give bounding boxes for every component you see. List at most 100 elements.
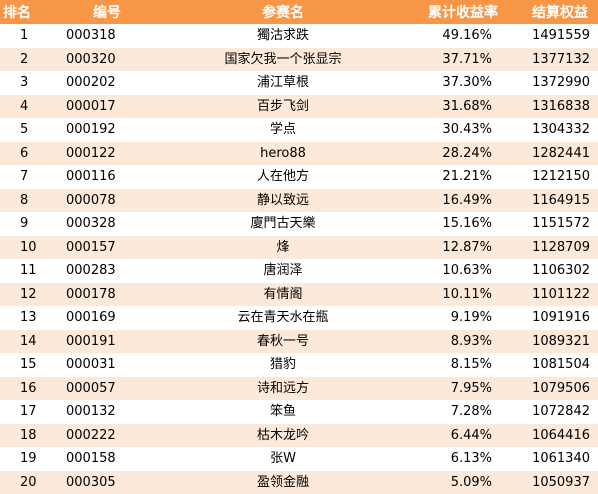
cell-return: 37.71% [402, 47, 512, 71]
header-equity: 结算权益 [512, 0, 598, 24]
cell-rank: 18 [0, 423, 50, 447]
cell-return: 10.63% [402, 259, 512, 283]
cell-rank: 10 [0, 235, 50, 259]
cell-code: 000116 [50, 165, 164, 189]
cell-equity: 1106302 [512, 259, 598, 283]
cell-code: 000017 [50, 94, 164, 118]
cell-name: 烽 [164, 235, 402, 259]
cell-name: 笨鱼 [164, 400, 402, 424]
cell-equity: 1089321 [512, 329, 598, 353]
cell-equity: 1491559 [512, 24, 598, 48]
cell-equity: 1079506 [512, 376, 598, 400]
cell-equity: 1128709 [512, 235, 598, 259]
table-row: 8 000078 静以致远 16.49% 1164915 [0, 188, 598, 212]
cell-name: 廈門古天樂 [164, 212, 402, 236]
table-row: 10 000157 烽 12.87% 1128709 [0, 235, 598, 259]
cell-rank: 13 [0, 306, 50, 330]
cell-return: 15.16% [402, 212, 512, 236]
table-row: 12 000178 有情阁 10.11% 1101122 [0, 282, 598, 306]
cell-rank: 9 [0, 212, 50, 236]
cell-rank: 1 [0, 24, 50, 48]
cell-rank: 14 [0, 329, 50, 353]
cell-equity: 1304332 [512, 118, 598, 142]
cell-name: 百步飞剑 [164, 94, 402, 118]
table-row: 7 000116 人在他方 21.21% 1212150 [0, 165, 598, 189]
cell-rank: 15 [0, 353, 50, 377]
cell-name: 唐润泽 [164, 259, 402, 283]
cell-rank: 5 [0, 118, 50, 142]
cell-return: 12.87% [402, 235, 512, 259]
cell-code: 000328 [50, 212, 164, 236]
table-row: 19 000158 张W 6.13% 1061340 [0, 447, 598, 471]
cell-code: 000178 [50, 282, 164, 306]
cell-code: 000192 [50, 118, 164, 142]
cell-equity: 1316838 [512, 94, 598, 118]
cell-return: 10.11% [402, 282, 512, 306]
cell-equity: 1091916 [512, 306, 598, 330]
cell-rank: 20 [0, 470, 50, 494]
table-header: 排名 编号 参赛名 累计收益率 结算权益 [0, 0, 598, 24]
cell-return: 6.13% [402, 447, 512, 471]
cell-rank: 7 [0, 165, 50, 189]
cell-return: 8.93% [402, 329, 512, 353]
cell-equity: 1151572 [512, 212, 598, 236]
cell-return: 7.95% [402, 376, 512, 400]
cell-name: 獨沽求跌 [164, 24, 402, 48]
table-body: 1 000318 獨沽求跌 49.16% 1491559 2 000320 国家欠我一个张显宗… [0, 24, 598, 494]
cell-code: 000157 [50, 235, 164, 259]
cell-equity: 1050937 [512, 470, 598, 494]
cell-code: 000305 [50, 470, 164, 494]
cell-return: 31.68% [402, 94, 512, 118]
cell-equity: 1212150 [512, 165, 598, 189]
cell-name: 猎豹 [164, 353, 402, 377]
cell-name: 张W [164, 447, 402, 471]
cell-code: 000191 [50, 329, 164, 353]
header-rank: 排名 [0, 0, 50, 24]
table-row: 15 000031 猎豹 8.15% 1081504 [0, 353, 598, 377]
cell-return: 30.43% [402, 118, 512, 142]
cell-rank: 3 [0, 71, 50, 95]
cell-return: 7.28% [402, 400, 512, 424]
cell-code: 000318 [50, 24, 164, 48]
cell-equity: 1081504 [512, 353, 598, 377]
table-row: 1 000318 獨沽求跌 49.16% 1491559 [0, 24, 598, 48]
cell-name: 诗和远方 [164, 376, 402, 400]
cell-return: 9.19% [402, 306, 512, 330]
table-row: 17 000132 笨鱼 7.28% 1072842 [0, 400, 598, 424]
cell-name: 枯木龙吟 [164, 423, 402, 447]
table-row: 4 000017 百步飞剑 31.68% 1316838 [0, 94, 598, 118]
cell-return: 49.16% [402, 24, 512, 48]
cell-code: 000202 [50, 71, 164, 95]
cell-return: 21.21% [402, 165, 512, 189]
cell-code: 000158 [50, 447, 164, 471]
cell-return: 37.30% [402, 71, 512, 95]
table-row: 2 000320 国家欠我一个张显宗 37.71% 1377132 [0, 47, 598, 71]
table-row: 14 000191 春秋一号 8.93% 1089321 [0, 329, 598, 353]
table-row: 6 000122 hero88 28.24% 1282441 [0, 141, 598, 165]
cell-code: 000122 [50, 141, 164, 165]
cell-equity: 1061340 [512, 447, 598, 471]
table-row: 3 000202 浦江草根 37.30% 1372990 [0, 71, 598, 95]
cell-equity: 1072842 [512, 400, 598, 424]
cell-equity: 1164915 [512, 188, 598, 212]
cell-equity: 1282441 [512, 141, 598, 165]
cell-return: 28.24% [402, 141, 512, 165]
cell-name: hero88 [164, 141, 402, 165]
cell-name: 人在他方 [164, 165, 402, 189]
cell-code: 000057 [50, 376, 164, 400]
cell-return: 6.44% [402, 423, 512, 447]
cell-rank: 16 [0, 376, 50, 400]
cell-name: 盈领金融 [164, 470, 402, 494]
header-return: 累计收益率 [402, 0, 512, 24]
cell-rank: 2 [0, 47, 50, 71]
table-row: 16 000057 诗和远方 7.95% 1079506 [0, 376, 598, 400]
cell-code: 000132 [50, 400, 164, 424]
table-row: 11 000283 唐润泽 10.63% 1106302 [0, 259, 598, 283]
cell-rank: 12 [0, 282, 50, 306]
cell-name: 浦江草根 [164, 71, 402, 95]
cell-rank: 19 [0, 447, 50, 471]
cell-name: 国家欠我一个张显宗 [164, 47, 402, 71]
cell-code: 000031 [50, 353, 164, 377]
table-row: 20 000305 盈领金融 5.09% 1050937 [0, 470, 598, 494]
